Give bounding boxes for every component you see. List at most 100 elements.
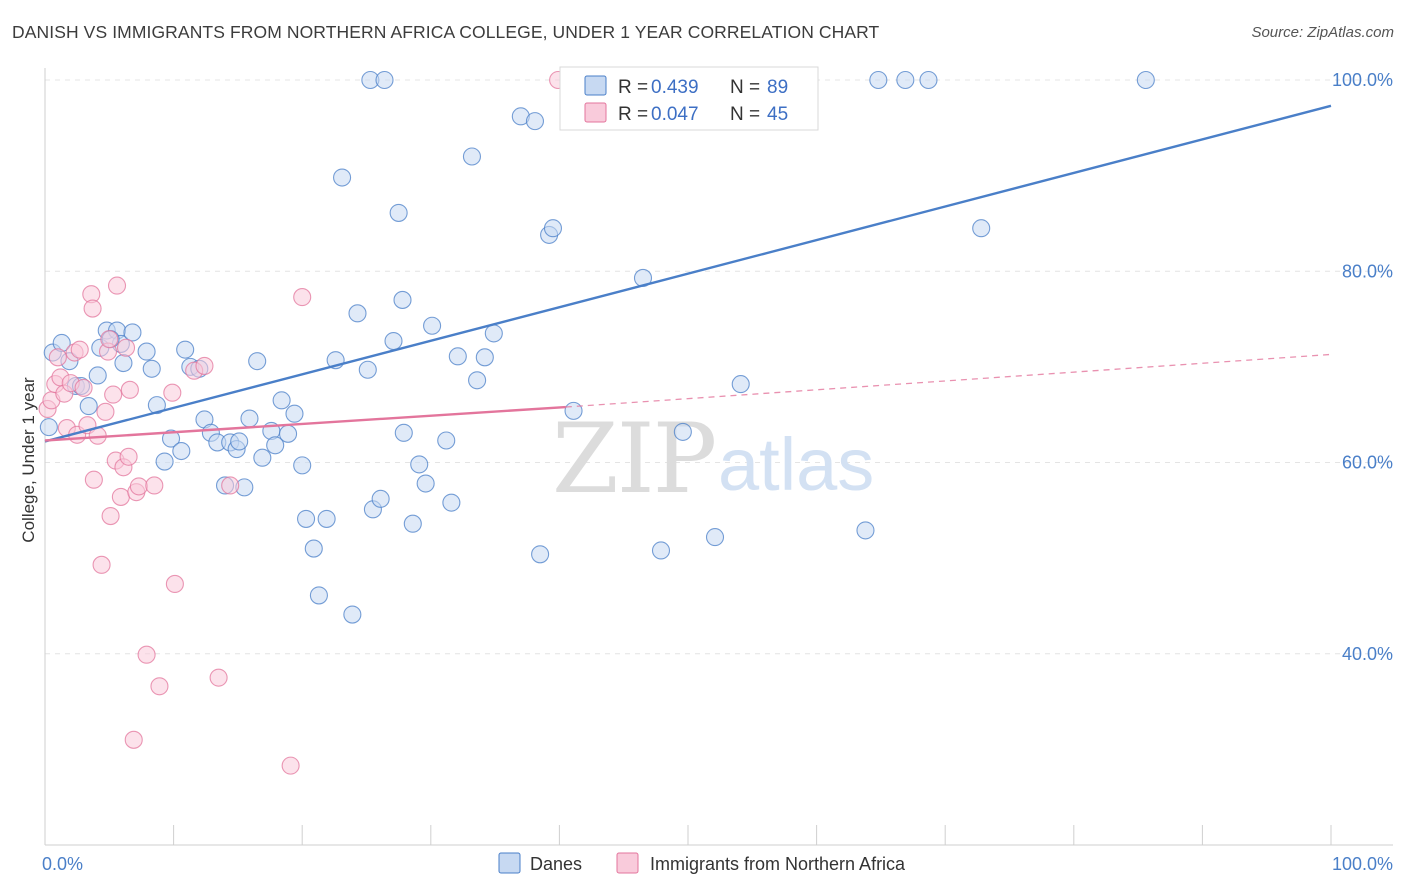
series-legend: Danes Immigrants from Northern Africa	[498, 852, 906, 874]
legend-immigrants-label: Immigrants from Northern Africa	[650, 854, 906, 874]
danes-point	[253, 448, 272, 467]
source-label: Source: ZipAtlas.com	[1251, 24, 1394, 41]
danes-n-value: 89	[767, 77, 788, 98]
immigrants-points	[38, 70, 568, 775]
danes-point	[919, 70, 938, 90]
danes-point	[673, 422, 692, 441]
danes-point	[869, 70, 888, 90]
immigrants-trend-extension	[565, 353, 1332, 408]
danes-point	[705, 528, 725, 547]
watermark: ZIP atlas	[552, 403, 874, 515]
danes-point	[1136, 70, 1155, 90]
danes-point	[230, 432, 249, 451]
danes-point	[309, 586, 328, 605]
immigrants-point	[281, 756, 300, 775]
legend-danes-swatch	[498, 852, 521, 874]
danes-points	[39, 70, 1155, 624]
legend-immigrants-swatch	[616, 852, 639, 874]
immigrants-point	[119, 447, 138, 466]
danes-point	[410, 455, 429, 474]
danes-point	[468, 371, 487, 390]
immigrants-point	[150, 677, 169, 696]
danes-point	[317, 509, 336, 528]
x-tick-label-0: 0.0%	[42, 854, 83, 874]
danes-point	[172, 441, 191, 461]
immigrants-point	[96, 402, 115, 421]
immigrants-point	[92, 555, 111, 574]
danes-point	[114, 353, 133, 373]
immigrants-point	[165, 574, 184, 593]
immigrants-point	[101, 506, 120, 526]
data-points	[38, 70, 1155, 775]
danes-point	[403, 514, 422, 533]
danes-point	[896, 70, 915, 90]
danes-point	[972, 219, 991, 238]
y-tick-label-2: 80.0%	[1342, 261, 1393, 281]
danes-point	[543, 219, 563, 238]
danes-point	[393, 290, 412, 309]
danes-point	[437, 431, 456, 450]
danes-point	[123, 323, 142, 342]
axes	[44, 68, 1393, 846]
watermark-atlas: atlas	[718, 423, 874, 506]
danes-point	[142, 359, 161, 378]
y-tick-labels: 40.0% 60.0% 80.0% 100.0%	[1332, 70, 1393, 664]
gridlines	[45, 79, 1393, 655]
immigrants-point	[48, 348, 67, 367]
danes-point	[442, 493, 461, 512]
immigrants-point	[84, 470, 103, 489]
danes-point	[240, 409, 259, 428]
danes-point	[731, 375, 750, 394]
danes-point	[375, 70, 394, 90]
x-tick-label-1: 100.0%	[1332, 854, 1393, 874]
danes-point	[394, 423, 413, 442]
immigrants-r-value: 0.047	[651, 104, 699, 125]
immigrants-point	[104, 385, 123, 404]
danes-point	[475, 348, 494, 367]
danes-point	[651, 541, 671, 560]
danes-point	[248, 352, 267, 371]
danes-trend-line	[44, 104, 1332, 443]
danes-point	[484, 324, 503, 343]
danes-point	[384, 332, 403, 351]
immigrants-n-value: 45	[767, 104, 788, 125]
immigrants-point	[209, 668, 228, 687]
danes-point	[285, 404, 304, 423]
danes-r-value: 0.439	[651, 77, 699, 98]
danes-point	[266, 436, 285, 455]
danes-point	[137, 342, 156, 361]
immigrants-r-label: R =	[618, 104, 648, 125]
danes-point	[279, 424, 298, 443]
immigrants-point	[137, 645, 156, 664]
danes-point	[293, 456, 312, 475]
danes-point	[371, 489, 390, 508]
y-tick-label-3: 100.0%	[1332, 70, 1393, 90]
danes-point	[161, 429, 181, 448]
danes-point	[462, 147, 482, 166]
danes-point	[358, 360, 377, 379]
immigrants-n-label: N =	[730, 104, 760, 125]
immigrants-point	[221, 476, 240, 495]
trend-lines	[44, 104, 1332, 443]
danes-point	[297, 509, 316, 528]
immigrants-point	[83, 299, 102, 318]
y-axis-label: College, Under 1 year	[19, 377, 38, 543]
danes-point	[176, 340, 195, 359]
y-tick-label-0: 40.0%	[1342, 644, 1393, 664]
immigrants-point	[100, 330, 119, 349]
danes-point	[333, 168, 352, 187]
danes-point	[564, 401, 583, 420]
x-tick-labels: 0.0% 100.0%	[42, 854, 1393, 874]
immigrants-point	[70, 340, 89, 359]
danes-point	[448, 347, 467, 366]
danes-point	[88, 366, 107, 385]
danes-point	[423, 316, 442, 335]
immigrants-point	[107, 276, 127, 295]
immigrants-point	[163, 383, 182, 402]
danes-swatch	[584, 75, 607, 96]
immigrants-point	[195, 356, 214, 375]
danes-n-label: N =	[730, 77, 760, 98]
immigrants-point	[116, 338, 136, 357]
danes-r-label: R =	[618, 77, 648, 98]
